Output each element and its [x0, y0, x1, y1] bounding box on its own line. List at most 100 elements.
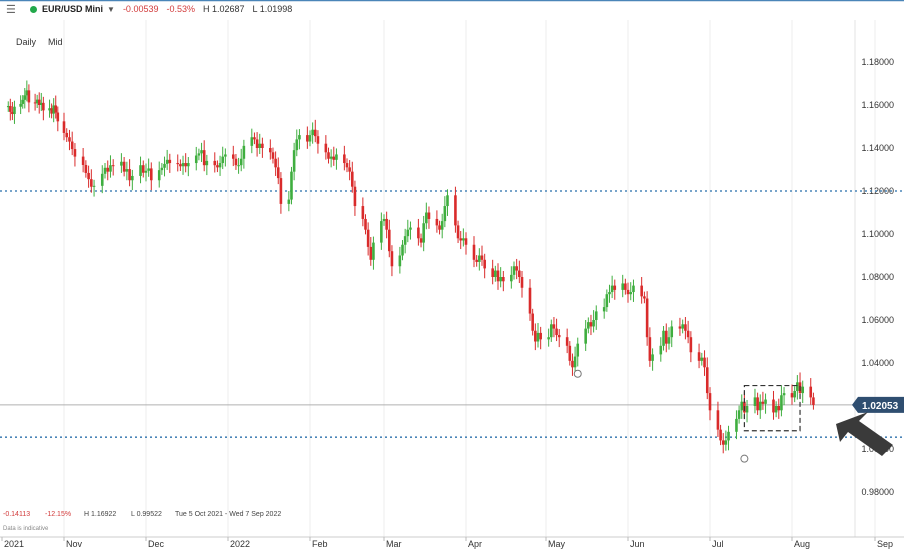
x-tick-label: Apr — [468, 539, 482, 549]
candle-body — [777, 406, 781, 411]
candle-body — [250, 137, 254, 146]
candle-body — [780, 395, 783, 411]
candle-body — [54, 105, 58, 113]
price-type-selector[interactable]: Mid — [48, 37, 63, 47]
arrow-pointing-up-left-icon — [836, 412, 893, 456]
candle-body — [120, 161, 123, 166]
candle-body — [409, 227, 412, 230]
candle-body — [103, 167, 107, 174]
candle-body — [163, 163, 166, 168]
candle-body — [727, 431, 730, 441]
candle-body — [772, 399, 775, 413]
y-tick-label: 1.10000 — [861, 229, 894, 239]
candle-body — [667, 337, 671, 344]
candle-body — [237, 165, 240, 167]
price-change-percent: -0.53% — [166, 4, 195, 14]
candle-body — [681, 324, 684, 329]
candle-body — [218, 163, 222, 168]
candle-body — [290, 171, 293, 200]
range-high: H 1.16922 — [84, 511, 117, 518]
channel-touch-point — [573, 369, 582, 378]
candle-body — [491, 268, 494, 277]
candle-body — [610, 285, 614, 293]
instrument-name[interactable]: EUR/USD Mini — [42, 4, 104, 14]
candle-body — [419, 238, 423, 243]
candle-body — [589, 322, 593, 327]
interval-selector[interactable]: Daily — [16, 37, 37, 47]
candle-body — [624, 283, 627, 290]
candle-body — [160, 167, 164, 171]
candle-body — [274, 158, 277, 168]
candle-body — [50, 108, 53, 114]
candle-body — [62, 121, 66, 133]
candle-body — [735, 418, 738, 432]
candle-body — [179, 164, 182, 167]
candle-body — [261, 143, 264, 148]
candle-body — [812, 397, 815, 405]
candle-body — [308, 135, 312, 142]
candle-body — [475, 259, 478, 262]
candle-body — [84, 164, 88, 173]
x-tick-label: 2021 — [4, 539, 24, 549]
candle-body — [512, 266, 516, 275]
candle-body — [33, 102, 37, 104]
candle-body — [306, 135, 309, 142]
candle-body — [651, 354, 654, 361]
caret-down-icon[interactable]: ▼ — [107, 4, 115, 14]
candle-body — [168, 159, 172, 164]
candle-body — [90, 179, 93, 187]
candle-body — [276, 167, 280, 179]
candle-body — [427, 212, 431, 219]
candle-body — [547, 337, 550, 340]
candle-body — [632, 285, 635, 293]
candle-body — [122, 161, 126, 172]
candle-body — [753, 397, 757, 406]
candle-body — [608, 292, 611, 295]
hamburger-icon[interactable]: ☰ — [6, 3, 16, 16]
candle-body — [398, 255, 402, 267]
x-tick-label: Nov — [66, 539, 83, 549]
candle-body — [708, 393, 712, 411]
candle-body — [42, 102, 45, 111]
candle-body — [125, 169, 129, 172]
candle-body — [239, 158, 243, 166]
candle-body — [502, 277, 505, 282]
candle-body — [406, 229, 410, 237]
candle-body — [422, 223, 425, 243]
candle-body — [793, 390, 796, 398]
candle-body — [335, 154, 338, 160]
candle-body — [387, 229, 391, 252]
candle-body — [684, 324, 687, 331]
candle-body — [329, 156, 333, 159]
candle-body — [764, 399, 767, 404]
y-tick-label: 0.98000 — [861, 487, 894, 497]
candle-body — [438, 225, 441, 230]
range-change: -0.14113 — [3, 511, 31, 518]
y-tick-label: 1.06000 — [861, 315, 894, 325]
candle-body — [9, 106, 12, 112]
candle-body — [68, 137, 71, 142]
candle-body — [576, 343, 580, 357]
current-price-tag — [852, 396, 904, 413]
candle-body — [269, 148, 272, 153]
candle-body — [353, 186, 357, 207]
candle-body — [157, 170, 161, 181]
indicative-note: Data is indicative — [3, 526, 49, 532]
candle-body — [52, 105, 55, 114]
candle-body — [796, 382, 799, 391]
candle-body — [678, 326, 682, 329]
candle-body — [87, 172, 90, 180]
x-tick-label: May — [548, 539, 566, 549]
candle-body — [324, 143, 328, 153]
candle-body — [745, 406, 749, 413]
candle-body — [165, 159, 169, 164]
candle-body — [213, 160, 217, 166]
candle-body — [366, 229, 370, 247]
candle-body — [592, 320, 595, 327]
candle-body — [202, 150, 206, 166]
candle-body — [662, 330, 665, 346]
candle-body — [496, 270, 500, 282]
candle-body — [518, 270, 521, 277]
current-price-label: 1.02053 — [862, 401, 899, 412]
